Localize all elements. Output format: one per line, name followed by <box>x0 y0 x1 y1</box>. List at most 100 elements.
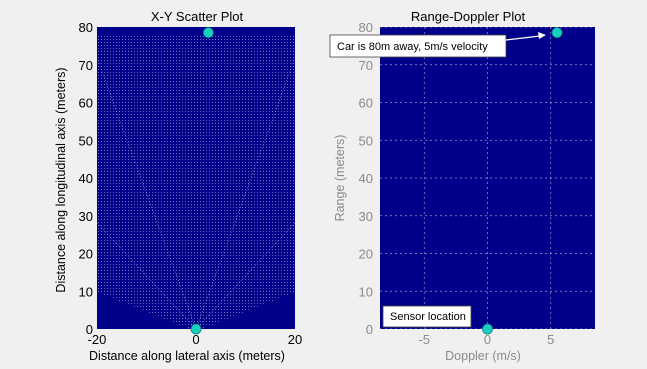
coverage-dot <box>104 186 105 187</box>
coverage-dot <box>128 174 129 175</box>
coverage-dot <box>146 93 147 94</box>
coverage-dot <box>194 246 195 247</box>
coverage-dot <box>140 237 141 238</box>
coverage-dot <box>206 219 207 220</box>
coverage-dot <box>119 75 120 76</box>
coverage-dot <box>242 36 243 37</box>
coverage-dot <box>179 36 180 37</box>
coverage-dot <box>116 180 117 181</box>
coverage-dot <box>167 93 168 94</box>
coverage-dot <box>134 57 135 58</box>
coverage-dot <box>110 84 111 85</box>
coverage-dot <box>263 225 264 226</box>
coverage-dot <box>101 63 102 64</box>
coverage-dot <box>155 51 156 52</box>
coverage-dot <box>263 216 264 217</box>
coverage-dot <box>149 132 150 133</box>
coverage-dot <box>245 96 246 97</box>
coverage-dot <box>224 177 225 178</box>
coverage-dot <box>236 147 237 148</box>
coverage-dot <box>230 258 231 259</box>
coverage-dot <box>188 177 189 178</box>
coverage-dot <box>272 171 273 172</box>
coverage-dot <box>281 60 282 61</box>
coverage-dot <box>143 99 144 100</box>
coverage-dot <box>134 45 135 46</box>
coverage-dot <box>191 147 192 148</box>
coverage-dot <box>167 39 168 40</box>
coverage-dot <box>188 57 189 58</box>
coverage-dot <box>182 141 183 142</box>
coverage-dot <box>131 84 132 85</box>
coverage-dot <box>284 195 285 196</box>
coverage-dot <box>218 51 219 52</box>
coverage-dot <box>182 153 183 154</box>
coverage-dot <box>125 42 126 43</box>
coverage-dot <box>272 201 273 202</box>
coverage-dot <box>149 246 150 247</box>
coverage-dot <box>185 102 186 103</box>
coverage-dot <box>230 135 231 136</box>
coverage-dot <box>188 39 189 40</box>
coverage-dot <box>209 72 210 73</box>
coverage-dot <box>185 168 186 169</box>
coverage-dot <box>185 57 186 58</box>
coverage-dot <box>230 66 231 67</box>
coverage-dot <box>104 219 105 220</box>
coverage-dot <box>227 183 228 184</box>
coverage-dot <box>236 120 237 121</box>
coverage-dot <box>167 192 168 193</box>
coverage-dot <box>254 114 255 115</box>
coverage-dot <box>206 69 207 70</box>
coverage-dot <box>212 42 213 43</box>
coverage-dot <box>173 135 174 136</box>
coverage-dot <box>116 192 117 193</box>
coverage-dot <box>206 180 207 181</box>
coverage-dot <box>293 183 294 184</box>
coverage-dot <box>263 69 264 70</box>
coverage-dot <box>242 183 243 184</box>
coverage-dot <box>233 258 234 259</box>
coverage-dot <box>209 141 210 142</box>
coverage-dot <box>146 99 147 100</box>
coverage-dot <box>101 54 102 55</box>
coverage-dot <box>245 201 246 202</box>
coverage-dot <box>284 198 285 199</box>
coverage-dot <box>242 192 243 193</box>
coverage-dot <box>110 123 111 124</box>
coverage-dot <box>104 69 105 70</box>
coverage-dot <box>221 165 222 166</box>
coverage-dot <box>197 207 198 208</box>
coverage-dot <box>203 117 204 118</box>
coverage-dot <box>170 228 171 229</box>
coverage-dot <box>161 84 162 85</box>
coverage-dot <box>251 57 252 58</box>
coverage-dot <box>227 198 228 199</box>
coverage-dot <box>134 147 135 148</box>
coverage-dot <box>137 36 138 37</box>
coverage-dot <box>269 225 270 226</box>
coverage-dot <box>242 258 243 259</box>
coverage-dot <box>257 162 258 163</box>
coverage-dot <box>209 258 210 259</box>
coverage-dot <box>116 174 117 175</box>
coverage-dot <box>233 54 234 55</box>
coverage-dot <box>158 45 159 46</box>
coverage-dot <box>254 225 255 226</box>
coverage-dot <box>182 87 183 88</box>
coverage-dot <box>140 99 141 100</box>
coverage-dot <box>143 39 144 40</box>
coverage-dot <box>152 117 153 118</box>
coverage-dot <box>98 147 99 148</box>
coverage-dot <box>119 249 120 250</box>
coverage-dot <box>293 207 294 208</box>
coverage-dot <box>203 48 204 49</box>
coverage-dot <box>107 105 108 106</box>
coverage-dot <box>143 180 144 181</box>
coverage-dot <box>212 96 213 97</box>
coverage-dot <box>170 195 171 196</box>
coverage-dot <box>227 138 228 139</box>
coverage-dot <box>197 243 198 244</box>
coverage-dot <box>122 189 123 190</box>
coverage-dot <box>170 219 171 220</box>
